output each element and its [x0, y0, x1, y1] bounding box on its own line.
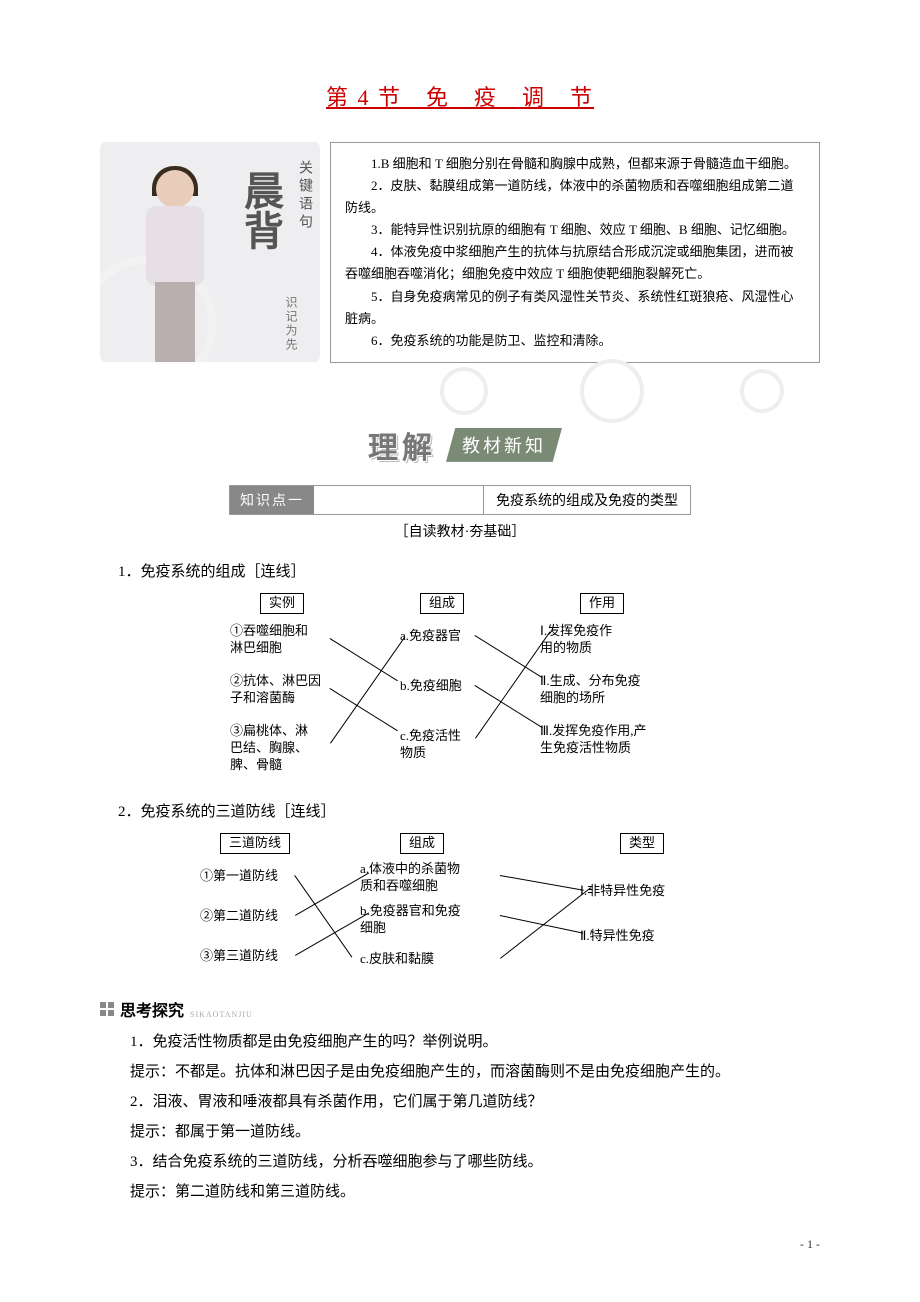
sub-caption: ［自读教材·夯基础］	[100, 521, 820, 541]
kp-badge: 知识点一	[230, 486, 314, 514]
decor-circles	[100, 373, 820, 409]
a1: 提示：不都是。抗体和淋巴因子是由免疫细胞产生的，而溶菌酶则不是由免疫细胞产生的。	[100, 1057, 820, 1087]
d2-left-2: ②第二道防线	[200, 908, 278, 925]
page-number: - 1 -	[100, 1237, 820, 1252]
page-title: 第 4 节 免 疫 调 节	[100, 80, 820, 112]
kp-gap	[314, 486, 484, 514]
chenbei-label: 晨 背	[244, 172, 284, 252]
hero-row: 晨 背 关键语句 识记为先 1.B 细胞和 T 细胞分别在骨髓和胸腺中成熟，但都…	[100, 142, 820, 363]
understand-word: 理解	[358, 419, 446, 471]
d2-right-2: Ⅱ.特异性免疫	[580, 928, 655, 945]
section-1-heading: 1．免疫系统的组成［连线］	[100, 557, 820, 587]
q1: 1．免疫活性物质都是由免疫细胞产生的吗？举例说明。	[100, 1027, 820, 1057]
d1-head-2: 组成	[420, 593, 464, 614]
section-2-heading: 2．免疫系统的三道防线［连线］	[100, 797, 820, 827]
d2-mid-1: a.体液中的杀菌物 质和吞噬细胞	[360, 861, 460, 895]
d2-right-1: Ⅰ.非特异性免疫	[580, 883, 665, 900]
q3: 3．结合免疫系统的三道防线，分析吞噬细胞参与了哪些防线。	[100, 1147, 820, 1177]
ribbon-small: 识记为先	[283, 296, 300, 352]
d1-right-3: Ⅲ.发挥免疫作用,产 生免疫活性物质	[540, 723, 646, 757]
chen-char: 晨	[244, 172, 284, 212]
d1-left-1: ①吞噬细胞和 淋巴细胞	[230, 623, 308, 657]
d2-mid-2: b.免疫器官和免疫 细胞	[360, 903, 461, 937]
person-figure	[130, 162, 220, 362]
d2-mid-3: c.皮肤和黏膜	[360, 951, 434, 968]
d2-head-2: 组成	[400, 833, 444, 854]
d2-line-l3	[295, 912, 369, 955]
d2-left-1: ①第一道防线	[200, 868, 278, 885]
point-1: 1.B 细胞和 T 细胞分别在骨髓和胸腺中成熟，但都来源于骨髓造血干细胞。	[345, 153, 805, 175]
blocks-icon	[100, 1002, 114, 1016]
point-4: 4．体液免疫中浆细胞产生的抗体与抗原结合形成沉淀或细胞集团，进而被吞噬细胞吞噬消…	[345, 241, 805, 285]
ribbon-main: 关键语句	[294, 160, 314, 232]
kp-title: 免疫系统的组成及免疫的类型	[484, 486, 690, 514]
hero-illustration: 晨 背 关键语句 识记为先	[100, 142, 320, 362]
d2-line-r1	[500, 875, 584, 891]
d2-head-3: 类型	[620, 833, 664, 854]
bei-char: 背	[244, 212, 284, 252]
d1-right-1: Ⅰ.发挥免疫作 用的物质	[540, 623, 612, 657]
point-3: 3．能特异性识别抗原的细胞有 T 细胞、效应 T 细胞、B 细胞、记忆细胞。	[345, 219, 805, 241]
d2-line-r2	[500, 887, 591, 959]
d1-mid-1: a.免疫器官	[400, 628, 461, 645]
d2-left-3: ③第三道防线	[200, 948, 278, 965]
q2: 2．泪液、胃液和唾液都具有杀菌作用，它们属于第几道防线？	[100, 1087, 820, 1117]
think-header: 思考探究 SIKAOTANJIU	[100, 997, 820, 1021]
point-5: 5．自身免疫病常见的例子有类风湿性关节炎、系统性红斑狼疮、风湿性心脏病。	[345, 286, 805, 330]
d2-line-r3	[500, 915, 583, 934]
understand-tag: 教材新知	[446, 428, 562, 462]
understand-banner: 理解 教材新知	[100, 419, 820, 471]
think-sub: SIKAOTANJIU	[190, 1010, 253, 1019]
d1-head-1: 实例	[260, 593, 304, 614]
key-points-box: 1.B 细胞和 T 细胞分别在骨髓和胸腺中成熟，但都来源于骨髓造血干细胞。 2．…	[330, 142, 820, 363]
knowledge-point-row: 知识点一 免疫系统的组成及免疫的类型	[229, 485, 691, 515]
a2: 提示：都属于第一道防线。	[100, 1117, 820, 1147]
d2-head-1: 三道防线	[220, 833, 290, 854]
d1-mid-3: c.免疫活性 物质	[400, 728, 461, 762]
diagram-1-wrap: 实例 组成 作用 ①吞噬细胞和 淋巴细胞 ②抗体、淋巴因 子和溶菌酶 ③扁桃体、…	[100, 593, 820, 783]
d1-right-2: Ⅱ.生成、分布免疫 细胞的场所	[540, 673, 641, 707]
d1-head-3: 作用	[580, 593, 624, 614]
think-title: 思考探究	[120, 997, 184, 1021]
diagram-2: 三道防线 组成 类型 ①第一道防线 ②第二道防线 ③第三道防线 a.体液中的杀菌…	[200, 833, 720, 983]
d1-mid-2: b.免疫细胞	[400, 678, 462, 695]
diagram-1: 实例 组成 作用 ①吞噬细胞和 淋巴细胞 ②抗体、淋巴因 子和溶菌酶 ③扁桃体、…	[220, 593, 700, 783]
d1-left-3: ③扁桃体、淋 巴结、胸腺、 脾、骨髓	[230, 723, 308, 774]
diagram-2-wrap: 三道防线 组成 类型 ①第一道防线 ②第二道防线 ③第三道防线 a.体液中的杀菌…	[100, 833, 820, 983]
d1-left-2: ②抗体、淋巴因 子和溶菌酶	[230, 673, 321, 707]
point-2: 2．皮肤、黏膜组成第一道防线，体液中的杀菌物质和吞噬细胞组成第二道防线。	[345, 175, 805, 219]
point-6: 6．免疫系统的功能是防卫、监控和清除。	[345, 330, 805, 352]
page: 第 4 节 免 疫 调 节 晨 背 关键语句 识记为先 1.B 细胞和 T 细胞…	[0, 0, 920, 1292]
a3: 提示：第二道防线和第三道防线。	[100, 1177, 820, 1207]
